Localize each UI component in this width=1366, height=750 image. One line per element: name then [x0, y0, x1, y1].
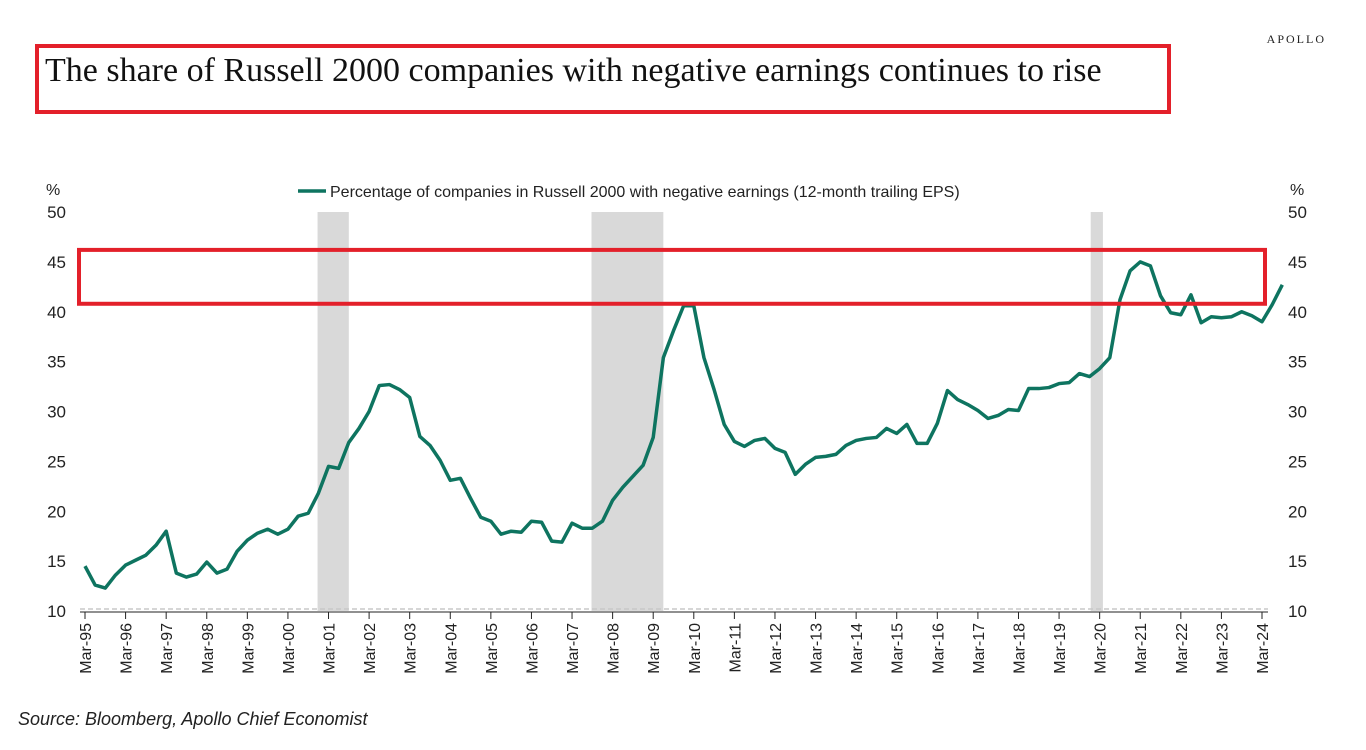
x-tick-label: Mar-02 — [362, 623, 379, 674]
y-tick-label-right: 20 — [1288, 502, 1307, 521]
legend-label: Percentage of companies in Russell 2000 … — [330, 184, 960, 201]
chart-title: The share of Russell 2000 companies with… — [45, 52, 1102, 89]
y-tick-label-right: 45 — [1288, 253, 1307, 272]
x-tick-label: Mar-13 — [809, 623, 826, 674]
recession-band — [1090, 212, 1103, 611]
x-tick-label: Mar-22 — [1174, 623, 1191, 674]
y-axis-unit-right: % — [1290, 182, 1304, 199]
y-tick-label-right: 10 — [1288, 602, 1307, 621]
y-tick-label-left: 10 — [47, 602, 66, 621]
x-tick-label: Mar-96 — [119, 623, 136, 674]
y-tick-label-left: 35 — [47, 353, 66, 372]
y-tick-label-left: 45 — [47, 253, 66, 272]
recession-band — [591, 212, 664, 611]
x-tick-label: Mar-08 — [606, 623, 623, 674]
y-tick-label-right: 25 — [1288, 452, 1307, 471]
x-tick-label: Mar-01 — [322, 623, 339, 674]
highlight-box — [77, 247, 1267, 306]
y-tick-label-right: 40 — [1288, 303, 1307, 322]
x-tick-label: Mar-16 — [930, 623, 947, 674]
y-tick-label-right: 15 — [1288, 552, 1307, 571]
x-tick-label: Mar-03 — [403, 623, 420, 674]
x-tick-label: Mar-06 — [524, 623, 541, 674]
x-tick-label: Mar-12 — [768, 623, 785, 674]
x-tick-label: Mar-17 — [971, 623, 988, 674]
x-tick-label: Mar-21 — [1133, 623, 1150, 674]
x-tick-label: Mar-99 — [240, 623, 257, 674]
x-tick-label: Mar-19 — [1052, 623, 1069, 674]
x-tick-label: Mar-11 — [727, 623, 744, 673]
y-tick-label-left: 25 — [47, 452, 66, 471]
x-tick-label: Mar-00 — [281, 623, 298, 674]
y-axis-unit-left: % — [46, 182, 60, 199]
y-tick-label-right: 50 — [1288, 203, 1307, 222]
x-tick-label: Mar-14 — [849, 623, 866, 674]
x-tick-label: Mar-15 — [890, 623, 907, 674]
x-tick-label: Mar-97 — [159, 623, 176, 674]
apollo-logo: APOLLO — [1266, 32, 1326, 46]
x-tick-label: Mar-05 — [484, 623, 501, 674]
y-tick-label-left: 40 — [47, 303, 66, 322]
x-tick-label: Mar-95 — [78, 623, 95, 674]
recession-band — [317, 212, 349, 611]
x-tick-label: Mar-20 — [1093, 623, 1110, 674]
x-tick-label: Mar-98 — [200, 623, 217, 674]
x-tick-label: Mar-23 — [1214, 623, 1231, 674]
source-note: Source: Bloomberg, Apollo Chief Economis… — [18, 709, 368, 729]
y-tick-label-right: 35 — [1288, 353, 1307, 372]
y-tick-label-left: 15 — [47, 552, 66, 571]
x-tick-label: Mar-04 — [443, 623, 460, 674]
title-highlight-box — [35, 44, 1171, 114]
x-tick-label: Mar-07 — [565, 623, 582, 674]
x-tick-label: Mar-18 — [1011, 623, 1028, 674]
x-tick-label: Mar-09 — [646, 623, 663, 674]
x-tick-label: Mar-10 — [687, 623, 704, 674]
y-tick-label-left: 20 — [47, 502, 66, 521]
y-tick-label-left: 30 — [47, 403, 66, 422]
y-tick-label-right: 30 — [1288, 403, 1307, 422]
y-tick-label-left: 50 — [47, 203, 66, 222]
x-tick-label: Mar-24 — [1255, 623, 1272, 674]
